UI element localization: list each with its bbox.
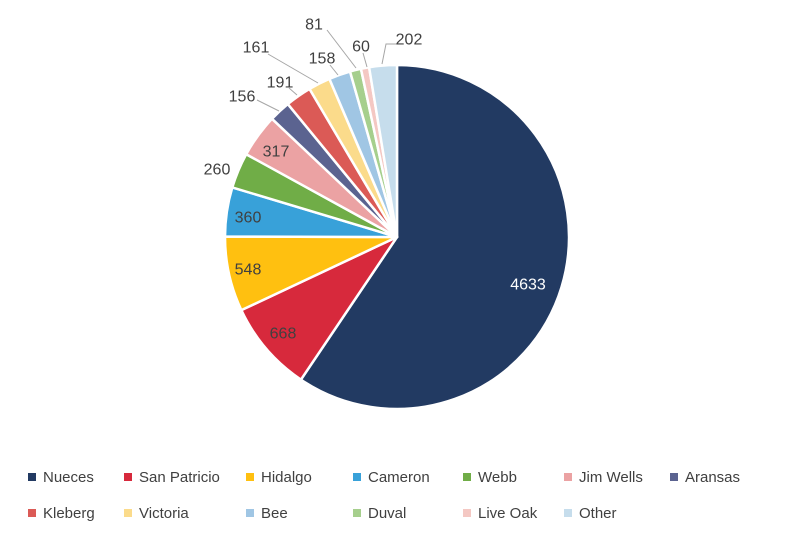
data-label-duval: 81: [305, 17, 323, 34]
pie-slice-nueces: [299, 63, 571, 411]
data-label-san-patricio: 668: [270, 326, 297, 343]
data-label-nueces: 4633: [510, 277, 546, 294]
data-label-aransas: 156: [229, 89, 256, 106]
leader-line-kleberg: [288, 87, 298, 96]
leader-line-victoria: [267, 53, 319, 84]
data-label-kleberg: 191: [267, 75, 294, 92]
leader-line-duval: [326, 29, 357, 69]
leader-line-live-oak: [362, 52, 368, 68]
data-label-victoria: 161: [243, 40, 270, 57]
pie-slice-other: [367, 63, 399, 239]
leader-line-aransas: [256, 99, 280, 112]
data-label-other: 202: [396, 32, 423, 49]
data-label-cameron: 360: [235, 210, 262, 227]
data-label-webb: 260: [204, 162, 231, 179]
data-label-live-oak: 60: [352, 39, 370, 56]
pie-slice-san-patricio: [240, 235, 399, 381]
leader-line-bee: [329, 64, 339, 76]
data-label-hidalgo: 548: [235, 262, 262, 279]
data-label-bee: 158: [309, 51, 336, 68]
data-label-jim-wells: 317: [263, 144, 290, 161]
leader-line-other: [381, 43, 397, 65]
